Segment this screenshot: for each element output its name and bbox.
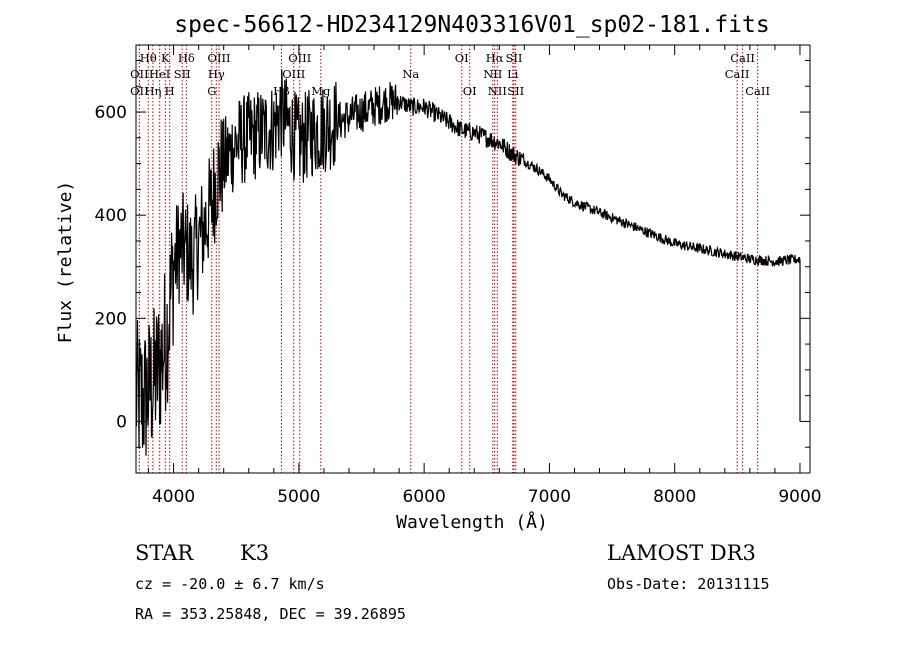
line-label: CaII: [725, 67, 750, 81]
line-label: SII: [174, 67, 191, 81]
ra-dec: RA = 353.25848, DEC = 39.26895: [135, 605, 406, 623]
line-label: Hα: [486, 51, 504, 65]
line-label: OII: [130, 67, 149, 81]
line-label: OIII: [282, 67, 305, 81]
y-tick-label: 0: [116, 412, 127, 432]
line-label: CaII: [745, 84, 770, 98]
object-class: STAR: [135, 541, 194, 565]
line-label: OII: [130, 84, 149, 98]
plot-frame: [135, 44, 811, 474]
y-axis-label: Flux (relative): [55, 181, 76, 344]
x-axis-label: Wavelength (Å): [396, 511, 548, 533]
x-tick-label: 7000: [528, 487, 571, 507]
line-label: OIII: [288, 51, 311, 65]
x-axis: 4000 5000 6000 7000 8000 9000: [148, 45, 822, 507]
line-label: NII: [488, 84, 507, 98]
cz-value: cz = -20.0 ± 6.7 km/s: [135, 575, 325, 593]
line-label: Hη: [144, 84, 161, 98]
line-label: NII: [483, 67, 502, 81]
line-label: H: [165, 84, 175, 98]
line-label: HeI: [149, 67, 170, 81]
survey-name: LAMOST DR3: [607, 541, 756, 565]
object-subclass: K3: [240, 541, 269, 565]
line-label: Na: [402, 67, 419, 81]
x-tick-label: 4000: [152, 487, 195, 507]
line-label: OI: [463, 84, 477, 98]
x-tick-label: 6000: [403, 487, 446, 507]
chart-title: spec-56612-HD234129N403316V01_sp02-181.f…: [174, 12, 769, 38]
line-label: OI: [455, 51, 469, 65]
y-tick-label: 200: [95, 309, 127, 329]
y-axis: 0 200 400 600: [95, 59, 810, 474]
line-label: SII: [505, 51, 522, 65]
spectrum-line: [135, 69, 801, 456]
line-label: Hγ: [208, 67, 225, 81]
line-label: Hθ: [140, 51, 157, 65]
line-label: K: [161, 51, 170, 65]
line-label: G: [207, 84, 216, 98]
obs-date: Obs-Date: 20131115: [607, 575, 770, 593]
line-label: CaII: [730, 51, 755, 65]
x-tick-label: 9000: [778, 487, 821, 507]
line-label: Mg: [311, 84, 331, 98]
line-label: Hδ: [178, 51, 195, 65]
line-label: SII: [507, 84, 524, 98]
line-label: OIII: [208, 51, 231, 65]
y-tick-label: 600: [95, 103, 127, 123]
line-label: Li: [507, 67, 519, 81]
line-markers: [138, 45, 759, 473]
x-tick-label: 8000: [653, 487, 696, 507]
x-tick-label: 5000: [277, 487, 320, 507]
y-tick-label: 400: [95, 206, 127, 226]
